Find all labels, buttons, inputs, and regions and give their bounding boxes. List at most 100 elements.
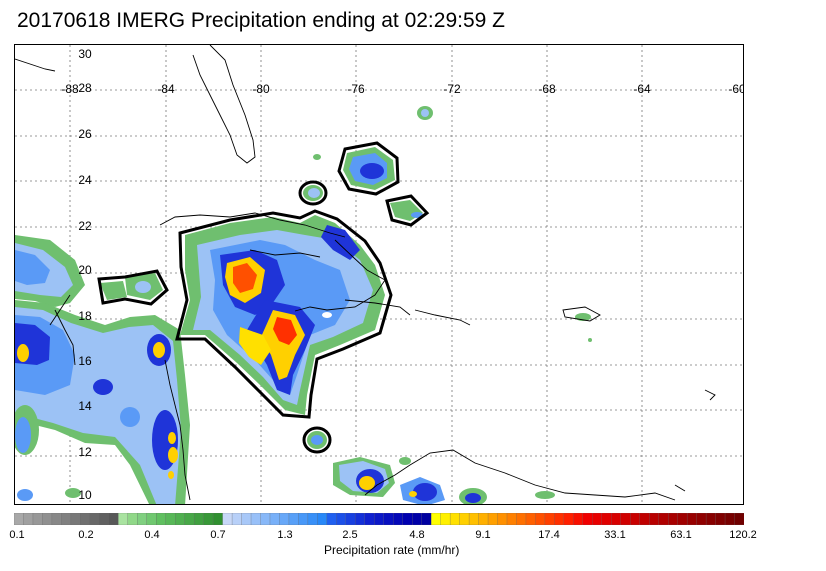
colorbar-cell bbox=[649, 513, 660, 525]
colorbar-label: 0.1 bbox=[9, 529, 25, 541]
colorbar-cell bbox=[127, 513, 138, 525]
lon-label-88: -88 bbox=[61, 82, 79, 96]
colorbar-cell bbox=[449, 513, 461, 525]
colorbar-cell bbox=[203, 513, 214, 525]
colorbar-cell bbox=[668, 513, 679, 525]
colorbar-cell bbox=[14, 513, 24, 525]
colorbar-label: 63.1 bbox=[670, 529, 692, 541]
colorbar-cell bbox=[611, 513, 622, 525]
colorbar-cell bbox=[70, 513, 81, 525]
colorbar-cell bbox=[696, 513, 707, 525]
colorbar-cell bbox=[582, 513, 593, 525]
colorbar-cell bbox=[317, 513, 328, 525]
colorbar-cell bbox=[364, 513, 375, 525]
lon-label-60: -60 bbox=[728, 82, 744, 96]
colorbar-cell bbox=[658, 513, 669, 525]
colorbar-cell bbox=[620, 513, 631, 525]
colorbar-cell bbox=[212, 513, 224, 525]
colorbar-label: 1.3 bbox=[277, 529, 293, 541]
colorbar-cell bbox=[156, 513, 167, 525]
colorbar-label: 0.2 bbox=[78, 529, 94, 541]
colorbar-cell bbox=[231, 513, 242, 525]
colorbar-label: 9.1 bbox=[475, 529, 491, 541]
colorbar-cell bbox=[563, 513, 574, 525]
colorbar-cell bbox=[175, 513, 186, 525]
colorbar-cell bbox=[724, 513, 735, 525]
lat-label-10: 10 bbox=[78, 488, 92, 502]
colorbar-cell bbox=[630, 513, 641, 525]
colorbar-cell bbox=[32, 513, 43, 525]
map-canvas: 30 28 26 24 22 20 18 16 14 12 10 -88 -84… bbox=[15, 45, 744, 504]
precipitation-contours bbox=[97, 141, 430, 454]
colorbar-cell bbox=[393, 513, 404, 525]
colorbar bbox=[14, 513, 744, 525]
colorbar-cell bbox=[118, 513, 129, 525]
colorbar-label: 17.4 bbox=[538, 529, 560, 541]
colorbar-cell bbox=[193, 513, 205, 525]
colorbar-cell bbox=[573, 513, 584, 525]
colorbar-cell bbox=[544, 513, 555, 525]
colorbar-cell bbox=[42, 513, 53, 525]
lat-label-16: 16 bbox=[78, 354, 92, 368]
lat-label-22: 22 bbox=[78, 219, 92, 233]
colorbar-cell bbox=[478, 513, 489, 525]
colorbar-title: Precipitation rate (mm/hr) bbox=[324, 543, 460, 557]
lat-label-14: 14 bbox=[78, 399, 92, 413]
colorbar-cell bbox=[345, 513, 356, 525]
latitude-tick-labels: 30 28 26 24 22 20 18 16 14 12 10 bbox=[78, 47, 92, 502]
colorbar-cell bbox=[459, 513, 470, 525]
colorbar-label: 33.1 bbox=[604, 529, 626, 541]
colorbar-cell bbox=[336, 513, 347, 525]
colorbar-cell bbox=[383, 513, 394, 525]
colorbar-cell bbox=[734, 513, 744, 525]
lon-label-64: -64 bbox=[633, 82, 651, 96]
colorbar-cell bbox=[250, 513, 261, 525]
colorbar-cell bbox=[23, 513, 34, 525]
colorbar-cell bbox=[430, 513, 442, 525]
colorbar-cell bbox=[516, 513, 527, 525]
colorbar-label: 120.2 bbox=[729, 529, 757, 541]
lon-label-80: -80 bbox=[252, 82, 270, 96]
colorbar-cell bbox=[554, 513, 565, 525]
colorbar-cell bbox=[677, 513, 688, 525]
lat-label-20: 20 bbox=[78, 263, 92, 277]
colorbar-cell bbox=[497, 513, 508, 525]
colorbar-cell bbox=[146, 513, 157, 525]
colorbar-cell bbox=[601, 513, 612, 525]
colorbar-cell bbox=[374, 513, 385, 525]
lat-label-26: 26 bbox=[78, 127, 92, 141]
colorbar-label: 0.4 bbox=[144, 529, 160, 541]
map-title: 20170618 IMERG Precipitation ending at 0… bbox=[17, 9, 505, 32]
colorbar-cell bbox=[535, 513, 546, 525]
colorbar-cell bbox=[421, 513, 432, 525]
colorbar-cell bbox=[269, 513, 280, 525]
longitude-tick-labels: -88 -84 -80 -76 -72 -68 -64 -60 bbox=[61, 82, 744, 96]
lon-label-76: -76 bbox=[347, 82, 365, 96]
colorbar-cell bbox=[355, 513, 366, 525]
colorbar-cell bbox=[165, 513, 176, 525]
colorbar-cell bbox=[686, 513, 698, 525]
colorbar-cell bbox=[487, 513, 498, 525]
colorbar-label: 0.7 bbox=[210, 529, 226, 541]
colorbar-cell bbox=[80, 513, 91, 525]
colorbar-cell bbox=[705, 513, 717, 525]
colorbar-cell bbox=[279, 513, 290, 525]
colorbar-cells bbox=[14, 513, 744, 525]
colorbar-cell bbox=[108, 513, 119, 525]
colorbar-cell bbox=[89, 513, 100, 525]
lon-label-84: -84 bbox=[157, 82, 175, 96]
colorbar-label: 2.5 bbox=[342, 529, 358, 541]
colorbar-cell bbox=[402, 513, 413, 525]
lon-label-68: -68 bbox=[538, 82, 556, 96]
colorbar-label: 4.8 bbox=[409, 529, 425, 541]
colorbar-cell bbox=[99, 513, 110, 525]
lon-label-72: -72 bbox=[443, 82, 461, 96]
colorbar-cell bbox=[298, 513, 309, 525]
coastlines bbox=[15, 45, 716, 501]
colorbar-cell bbox=[260, 513, 271, 525]
colorbar-cell bbox=[715, 513, 726, 525]
colorbar-cell bbox=[137, 513, 148, 525]
precipitation-field bbox=[15, 106, 592, 504]
lat-label-28: 28 bbox=[78, 81, 92, 95]
lat-label-12: 12 bbox=[78, 445, 92, 459]
